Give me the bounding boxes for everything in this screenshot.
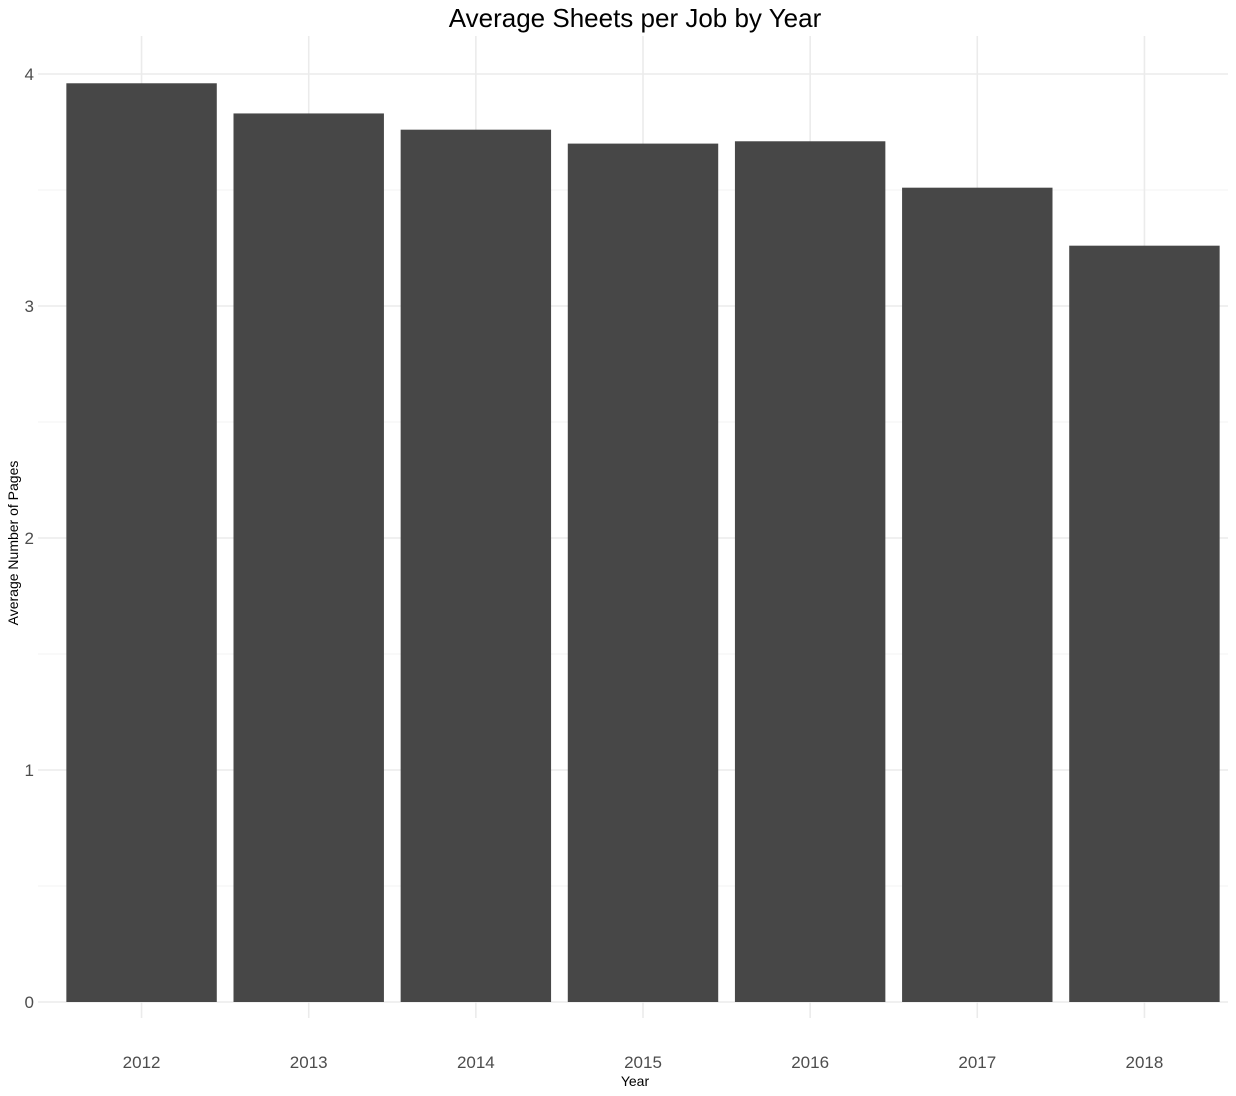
bars-group [66, 83, 1220, 1003]
bar-2017 [902, 187, 1053, 1002]
x-axis-label: Year [621, 1073, 650, 1089]
bar-2016 [734, 141, 886, 1002]
bar-2015 [567, 143, 719, 1003]
y-tick-label: 2 [25, 529, 34, 548]
y-tick-labels: 0 1 2 3 4 [25, 65, 34, 1012]
x-tick-label: 2018 [1126, 1053, 1164, 1072]
x-tick-label: 2017 [958, 1053, 996, 1072]
bar-2012 [66, 83, 217, 1002]
x-tick-label: 2014 [457, 1053, 495, 1072]
bar-2013 [233, 113, 384, 1002]
chart-title: Average Sheets per Job by Year [449, 3, 822, 33]
y-tick-label: 0 [25, 993, 34, 1012]
y-tick-label: 4 [25, 65, 34, 84]
bar-2018 [1069, 245, 1220, 1002]
y-tick-label: 1 [25, 761, 34, 780]
x-tick-label: 2015 [624, 1053, 662, 1072]
y-tick-label: 3 [25, 297, 34, 316]
y-axis-label: Average Number of Pages [5, 461, 21, 626]
x-tick-label: 2012 [123, 1053, 161, 1072]
x-tick-label: 2013 [290, 1053, 328, 1072]
bar-2014 [400, 129, 552, 1002]
x-tick-labels: 2012 2013 2014 2015 2016 2017 2018 [123, 1053, 1164, 1072]
x-tick-label: 2016 [791, 1053, 829, 1072]
